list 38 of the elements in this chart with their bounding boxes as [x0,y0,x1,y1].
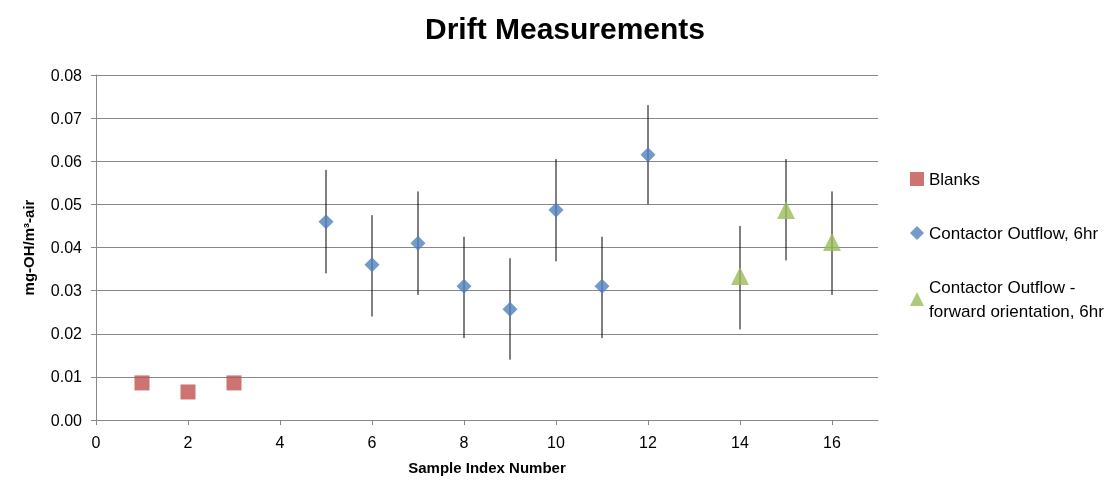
x-tick-label: 16 [823,433,841,451]
chart-title: Drift Measurements [424,11,706,45]
legend-label: Blanks [929,169,981,189]
y-tick-label: 0.02 [50,325,83,343]
y-tick-label: 0.08 [50,66,83,84]
point [777,200,795,219]
y-tick-label: 0.06 [50,152,83,170]
y-axis-title: mg-OH/m³-air [20,199,37,296]
point [318,214,334,230]
point [594,278,610,294]
point [731,266,749,285]
y-tick-label: 0.04 [50,239,83,256]
point [548,202,564,218]
y-tick-label: 0.01 [50,368,83,386]
x-tick-label: 0 [91,433,101,451]
x-tick-label: 2 [183,433,193,451]
x-tick-label: 10 [547,433,565,451]
point [364,257,380,273]
point [134,375,150,391]
point [410,235,426,251]
point [640,147,656,163]
x-axis-title: Sample Index Number [408,459,566,476]
y-tick-label: 0.03 [50,282,83,300]
x-tick-label: 14 [731,433,749,451]
legend-label: Contactor Outflow - forward orientation, 6hr [929,277,1105,321]
x-tick-label: 6 [367,433,377,451]
point [502,301,518,317]
point [823,232,841,251]
legend-label: Contactor Outflow, 6hr [929,223,1099,243]
y-tick-label: 0.07 [50,109,83,127]
x-tick-label: 12 [639,433,657,451]
x-tick-label: 4 [275,433,285,451]
y-tick-label: 0.05 [50,195,83,213]
point [456,278,472,294]
y-tick-label: 0.00 [50,411,83,429]
point [226,375,242,391]
x-tick-label: 8 [459,433,469,451]
point [180,384,196,400]
